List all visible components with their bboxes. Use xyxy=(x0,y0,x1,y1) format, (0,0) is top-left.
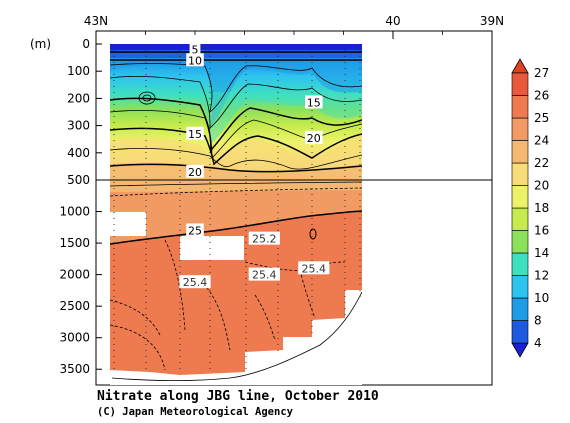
x-tick-label: 43N xyxy=(84,14,108,28)
contour-label: 25.4 xyxy=(302,262,327,275)
credit-text: (C) Japan Meteorological Agency xyxy=(97,406,294,418)
y-tick-label: 2500 xyxy=(59,299,90,313)
y-tick-label: 1500 xyxy=(59,236,90,250)
contour-label-bg xyxy=(305,130,323,144)
colorbar-band xyxy=(511,117,529,141)
x-tick-label: 40 xyxy=(385,14,400,28)
colorbar-band xyxy=(511,230,529,254)
contour-label: 25 xyxy=(188,224,202,237)
colorbar-label: 4 xyxy=(534,336,542,350)
colorbar-arrow-top xyxy=(511,58,529,74)
colorbar-label: 14 xyxy=(534,246,549,260)
colorbar-band xyxy=(511,320,529,344)
y-tick-label: 3500 xyxy=(59,362,90,376)
contour-label-bg xyxy=(248,231,280,245)
contour-label-bg xyxy=(186,223,204,237)
colorbar-label: 22 xyxy=(534,156,549,170)
colorbar-label: 18 xyxy=(534,201,549,215)
y-tick-label: 0 xyxy=(82,37,90,51)
contour-label-bg xyxy=(298,261,330,275)
y-tick-label: 1000 xyxy=(59,205,90,219)
y-tick-label: 200 xyxy=(67,91,90,105)
y-tick-label: 3000 xyxy=(59,331,90,345)
contour-label-bg xyxy=(189,42,201,56)
contour-label: 25.4 xyxy=(252,269,277,282)
colorbar-label: 12 xyxy=(534,269,549,283)
y-tick-label: 2000 xyxy=(59,268,90,282)
y-tick-label: 500 xyxy=(67,173,90,187)
contour-label: 15 xyxy=(188,128,202,141)
colorbar-label: 10 xyxy=(534,291,549,305)
contour-label-bg xyxy=(186,164,204,178)
colorbar-label: 8 xyxy=(534,314,542,328)
contour-labels: 510 15 15 20 20 25 25.2 25.4 25.4 25.4 xyxy=(179,42,330,289)
contour-label: 20 xyxy=(188,166,202,179)
lower-section xyxy=(110,180,362,385)
x-tick-label: 39N xyxy=(480,14,504,28)
colorbar-band xyxy=(511,207,529,231)
chart-title: Nitrate along JBG line, October 2010 xyxy=(97,389,379,404)
y-axis-unit: (m) xyxy=(30,37,51,51)
contour-label: 20 xyxy=(307,132,321,145)
y-tick-label: 100 xyxy=(67,64,90,78)
colorbar-band xyxy=(511,95,529,119)
station-lines xyxy=(113,44,361,374)
contour-label-bg xyxy=(186,126,204,140)
colorbar-band xyxy=(511,72,529,96)
contour-label: 15 xyxy=(307,96,321,109)
contour-label: 25.2 xyxy=(252,233,277,246)
contour-label-bg xyxy=(179,275,211,289)
colorbar-label: 26 xyxy=(534,89,549,103)
colorbar-label: 16 xyxy=(534,224,549,238)
contour-label-bg xyxy=(186,53,204,67)
contour-label-bg xyxy=(248,267,280,281)
colorbar-band xyxy=(511,252,529,276)
colorbar-label: 24 xyxy=(534,134,549,148)
y-tick-label: 300 xyxy=(67,119,90,133)
contour-label: 5 xyxy=(192,43,199,56)
colorbar-label: 25 xyxy=(534,111,549,125)
contour-label-bg xyxy=(305,95,323,109)
colorbar-band xyxy=(511,185,529,209)
colorbar-band xyxy=(511,275,529,299)
colorbar-band xyxy=(511,162,529,186)
colorbar-label: 20 xyxy=(534,179,549,193)
y-tick-label: 400 xyxy=(67,146,90,160)
colorbar-band xyxy=(511,297,529,321)
colorbar-band xyxy=(511,140,529,164)
contour-label: 10 xyxy=(188,54,202,67)
contour-label: 25.4 xyxy=(183,276,208,289)
upper-section xyxy=(110,44,362,180)
colorbar: 4 8 10 12 14 16 18 20 22 24 25 26 27 xyxy=(511,58,549,358)
depth-axis: 0 100 200 300 400 500 1000 1500 2000 2500 3000 3500 xyxy=(59,37,102,376)
colorbar-label: 27 xyxy=(534,66,549,80)
latitude-axis: 43N 40 39N xyxy=(84,14,504,39)
colorbar-arrow-bottom xyxy=(511,342,529,358)
